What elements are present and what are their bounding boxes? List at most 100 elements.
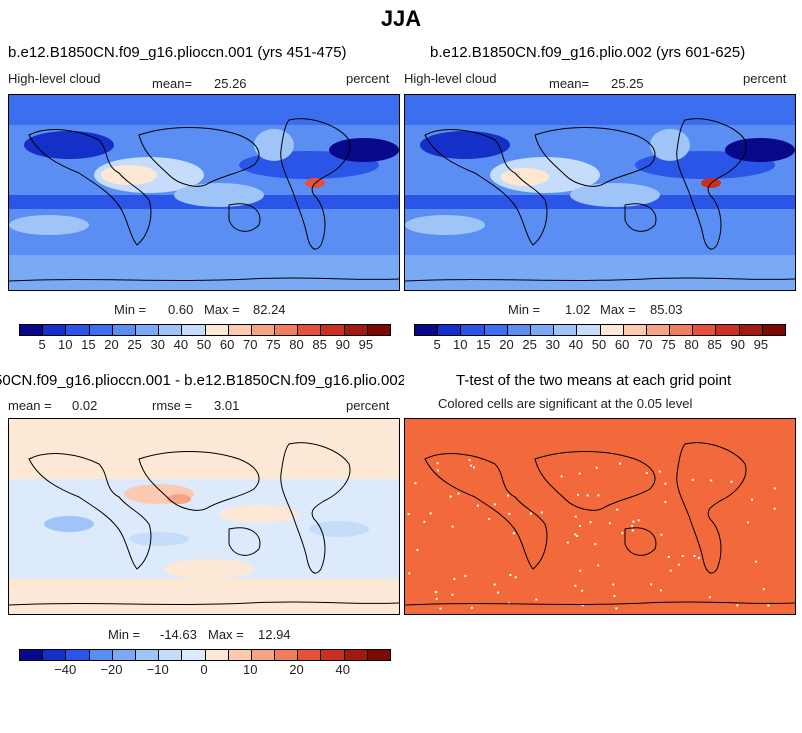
panel1-units: percent: [346, 71, 390, 86]
nonsignificant-cell: [664, 501, 667, 504]
nonsignificant-cell: [451, 593, 454, 596]
colorbar-cell: [159, 325, 183, 335]
nonsignificant-cell: [407, 513, 410, 515]
colorbar-tick-label: 80: [684, 337, 699, 352]
colorbar-cell: [89, 325, 113, 335]
panel4-map-svg: [405, 419, 795, 614]
nonsignificant-cell: [767, 604, 770, 607]
panel1-map-svg: [9, 95, 399, 290]
nonsignificant-cell: [660, 533, 663, 536]
colorbar-tick-label: 90: [335, 337, 350, 352]
colorbar-tick-label: 10: [58, 337, 73, 352]
panel3-min-label: Min =: [108, 627, 141, 642]
colorbar-cell: [577, 325, 601, 335]
colorbar-tick-label: 15: [81, 337, 96, 352]
nonsignificant-cell: [619, 462, 622, 465]
colorbar-cell: [251, 650, 276, 660]
colorbar-cell: [554, 325, 578, 335]
colorbar-tick-label: 20: [289, 662, 304, 677]
nonsignificant-cell: [650, 583, 653, 586]
colorbar-cell: [182, 325, 206, 335]
colorbar-cell: [298, 650, 322, 660]
colorbar-tick-label: 20: [499, 337, 514, 352]
nonsignificant-cell: [509, 574, 512, 576]
colorbar-cell: [275, 650, 299, 660]
colorbar-tick-label: 10: [243, 662, 258, 677]
panel1-colorbar: [19, 324, 391, 336]
panel2-units: percent: [743, 71, 787, 86]
nonsignificant-cell: [488, 518, 491, 520]
colorbar-cell: [182, 650, 206, 660]
panel2-min-label: Min =: [508, 302, 541, 317]
panel3-rmse-label: rmse =: [152, 398, 193, 413]
nonsignificant-cell: [691, 478, 694, 481]
nonsignificant-cell: [631, 525, 634, 528]
colorbar-cell: [646, 325, 671, 335]
colorbar-tick-label: 60: [614, 337, 630, 352]
nonsignificant-cell: [577, 493, 579, 496]
colorbar-tick-label: 50: [591, 337, 607, 352]
colorbar-cell: [251, 325, 276, 335]
nonsignificant-cell: [473, 466, 475, 469]
colorbar-tick-label: −40: [54, 662, 77, 677]
nonsignificant-cell: [693, 555, 696, 557]
nonsignificant-cell: [664, 482, 667, 485]
nonsignificant-cell: [514, 576, 517, 579]
colorbar-tick-label: 80: [289, 337, 304, 352]
panel3-map: [8, 418, 400, 615]
colorbar-cell: [484, 325, 508, 335]
colorbar-cell: [159, 650, 183, 660]
nonsignificant-cell: [669, 569, 672, 572]
colorbar-cell: [716, 325, 740, 335]
nonsignificant-cell: [667, 556, 670, 558]
nonsignificant-cell: [435, 597, 438, 600]
nonsignificant-cell: [773, 487, 776, 490]
nonsignificant-cell: [615, 607, 618, 610]
nonsignificant-cell: [574, 584, 577, 587]
nonsignificant-cell: [506, 494, 509, 497]
nonsignificant-cell: [631, 529, 634, 532]
panel2-map: [404, 94, 796, 291]
panel1-max-label: Max =: [204, 302, 240, 317]
nonsignificant-cell: [677, 563, 680, 566]
colorbar-cell: [367, 650, 390, 660]
colorbar-tick-label: 75: [661, 337, 676, 352]
panel4-subtitle: Colored cells are significant at the 0.0…: [438, 396, 693, 411]
nonsignificant-cell: [512, 532, 515, 535]
nonsignificant-cell: [612, 583, 615, 586]
colorbar-tick-label: 50: [196, 337, 212, 352]
colorbar-cell: [112, 650, 136, 660]
nonsignificant-cell: [464, 574, 467, 577]
nonsignificant-cell: [595, 466, 598, 469]
panel2-title: b.e12.B1850CN.f09_g16.plio.002 (yrs 601-…: [430, 44, 746, 61]
nonsignificant-cell: [658, 470, 661, 473]
colorbar-tick-label: 15: [476, 337, 491, 352]
colorbar-tick-label: 10: [453, 337, 468, 352]
colorbar-cell: [739, 325, 763, 335]
nonsignificant-cell: [773, 507, 776, 510]
panel1-max-value: 82.24: [253, 302, 286, 317]
nonsignificant-cell: [762, 588, 765, 591]
colorbar-cell: [20, 650, 44, 660]
nonsignificant-cell: [594, 543, 597, 546]
panel3-units: percent: [346, 398, 390, 413]
nonsignificant-cell: [597, 564, 600, 567]
nonsignificant-cell: [436, 462, 439, 465]
colorbar-tick-label: 75: [266, 337, 281, 352]
nonsignificant-cell: [476, 504, 479, 507]
panel1-map: [8, 94, 400, 291]
colorbar-cell: [623, 325, 647, 335]
nonsignificant-cell: [423, 520, 426, 523]
colorbar-tick-label: 90: [730, 337, 745, 352]
colorbar-cell: [205, 325, 229, 335]
colorbar-tick-label: 95: [358, 337, 374, 352]
nonsignificant-cell: [730, 480, 733, 483]
nonsignificant-cell: [540, 511, 543, 514]
nonsignificant-cell: [470, 464, 473, 467]
nonsignificant-cell: [637, 519, 640, 522]
colorbar-cell: [762, 325, 785, 335]
nonsignificant-cell: [708, 596, 711, 599]
colorbar-tick-label: 70: [243, 337, 258, 352]
colorbar-cell: [461, 325, 485, 335]
colorbar-tick-label: 40: [568, 337, 584, 352]
